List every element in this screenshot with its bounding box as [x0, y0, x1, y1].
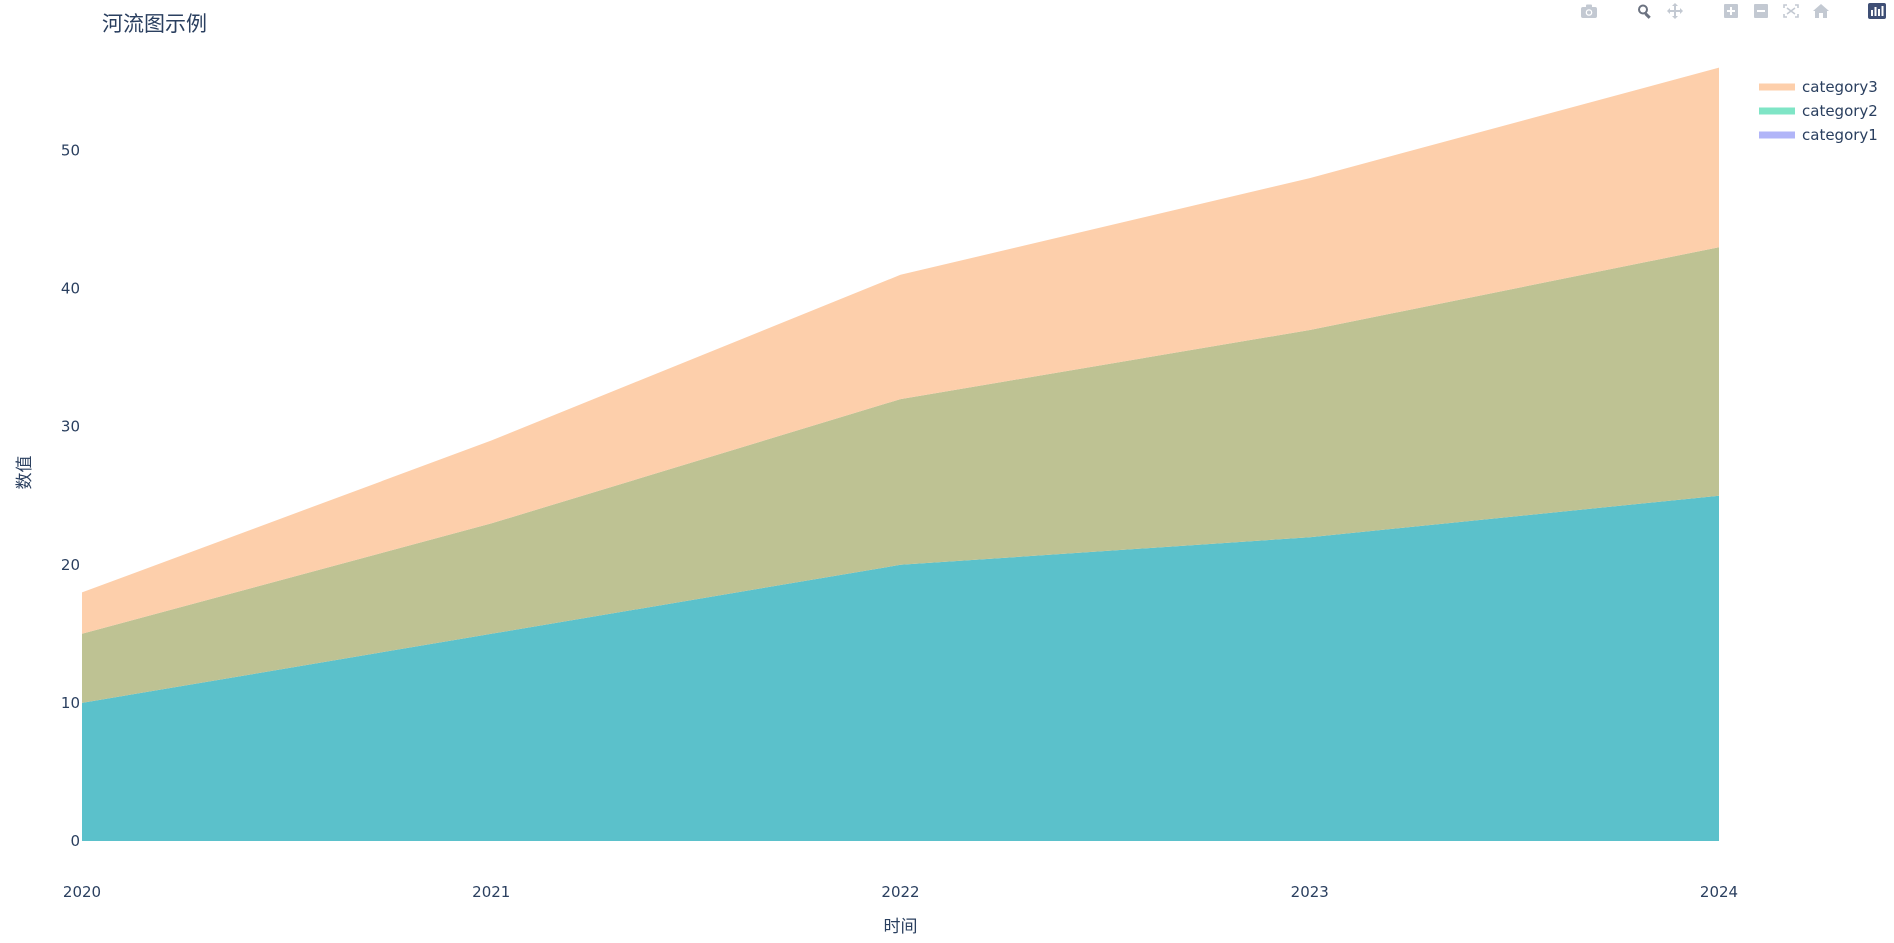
- home-icon[interactable]: [1810, 2, 1832, 20]
- x-axis-title: 时间: [884, 917, 918, 937]
- y-tick-label: 0: [70, 832, 80, 850]
- x-tick-label: 2024: [1700, 883, 1738, 901]
- y-tick-label: 40: [61, 280, 80, 298]
- legend-label-category2: category2: [1802, 102, 1878, 120]
- zoom-in-icon[interactable]: [1720, 2, 1742, 20]
- y-tick-label: 20: [61, 556, 80, 574]
- camera-icon[interactable]: [1578, 2, 1600, 20]
- y-tick-label: 30: [61, 418, 80, 436]
- modebar: [1578, 0, 1894, 22]
- area-category3: [82, 67, 1719, 634]
- chart-title: 河流图示例: [102, 12, 207, 36]
- x-tick-label: 2020: [63, 883, 101, 901]
- area-category2: [82, 247, 1719, 703]
- area-category1: [82, 495, 1719, 841]
- x-tick-label: 2023: [1291, 883, 1329, 901]
- x-tick-label: 2021: [472, 883, 510, 901]
- autoscale-icon[interactable]: [1780, 2, 1802, 20]
- pan-icon[interactable]: [1664, 2, 1686, 20]
- y-axis-title: 数值: [15, 456, 35, 490]
- y-tick-label: 50: [61, 141, 80, 159]
- zoom-out-icon[interactable]: [1750, 2, 1772, 20]
- plotly-logo-icon[interactable]: [1866, 2, 1888, 20]
- zoom-icon[interactable]: [1634, 2, 1656, 20]
- x-tick-label: 2022: [881, 883, 919, 901]
- legend-label-category1: category1: [1802, 126, 1878, 144]
- y-tick-label: 10: [61, 694, 80, 712]
- legend-label-category3: category3: [1802, 78, 1878, 96]
